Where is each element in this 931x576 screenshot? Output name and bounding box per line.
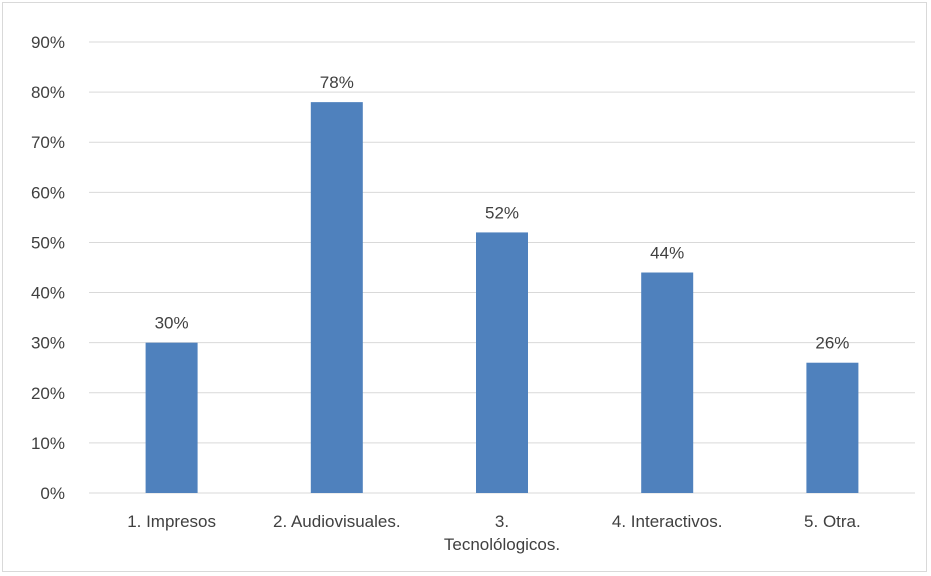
bar <box>310 102 363 493</box>
y-tick-label: 80% <box>31 83 65 102</box>
x-axis-category-labels: 1. Impresos 2. Audiovisuales. 3. Tecnolólog… <box>127 512 861 554</box>
y-tick-label: 0% <box>40 484 65 503</box>
y-tick-label: 40% <box>31 284 65 303</box>
y-tick-label: 70% <box>31 133 65 152</box>
data-label: 78% <box>320 73 354 92</box>
bar <box>641 272 694 493</box>
bar <box>145 342 198 493</box>
y-axis-tick-labels: 0% 10% 20% 30% 40% 50% 60% 70% 80% 90% <box>31 33 65 503</box>
data-label: 26% <box>815 334 849 353</box>
y-tick-label: 10% <box>31 434 65 453</box>
y-tick-label: 60% <box>31 183 65 202</box>
gridlines <box>89 41 915 494</box>
bar <box>476 232 528 493</box>
data-label: 52% <box>485 203 519 222</box>
data-label: 30% <box>155 314 189 333</box>
y-tick-label: 30% <box>31 334 65 353</box>
x-category-label: 5. Otra. <box>804 512 861 531</box>
data-labels: 30% 78% 52% 44% 26% <box>155 73 850 353</box>
data-label: 44% <box>650 244 684 263</box>
x-category-label: 2. Audiovisuales. <box>273 512 401 531</box>
bars <box>145 102 859 493</box>
x-category-label: 1. Impresos <box>127 512 216 531</box>
y-tick-label: 20% <box>31 384 65 403</box>
x-category-label: 3. <box>495 512 509 531</box>
y-tick-label: 50% <box>31 233 65 252</box>
bar <box>806 362 859 493</box>
x-category-label: Tecnolólogicos. <box>444 535 560 554</box>
y-tick-label: 90% <box>31 33 65 52</box>
x-category-label: 4. Interactivos. <box>612 512 723 531</box>
